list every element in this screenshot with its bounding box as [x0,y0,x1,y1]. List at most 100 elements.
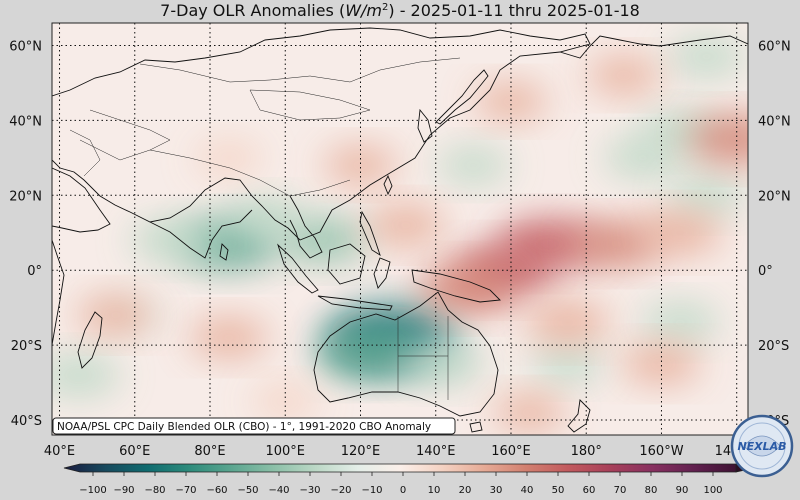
lat-label-left: 20°N [9,189,42,204]
lon-label: 80°E [194,444,225,459]
colorbar-tick-label: −60 [206,485,227,496]
anomaly-blob [436,146,511,185]
colorbar-tick-label: 40 [521,485,534,496]
colorbar-tick-label: −10 [361,485,382,496]
coastline-madagascar [77,311,103,369]
anomaly-blob [323,146,398,185]
anomaly-blob [365,205,446,246]
lon-label: 140°E [416,444,456,459]
border-iran [69,129,101,177]
lat-label-right: 20°N [758,189,791,204]
anomaly-blob [277,217,369,263]
anomaly-blob [688,115,748,164]
note-text: NOAA/PSL CPC Daily Blended OLR (CBO) - 1… [57,421,431,433]
border-china-south [149,149,351,197]
anomaly-blob [226,197,307,239]
anomaly-blob [76,294,156,336]
anomaly-blob [666,175,747,216]
coastline-tasmania [469,421,483,433]
map-frame [51,22,749,436]
coastline-sumatra [277,243,319,294]
anomaly-blob [473,82,548,121]
colorbar-body [63,463,737,473]
colorbar: −100 −90 −80 −70 −60 −50 −40 −30 −20 −10 0 10 20 30 40… [63,463,755,496]
colorbar-tick-label: 80 [645,485,658,496]
colorbar-tick-label: −80 [144,485,165,496]
lon-label: 160°W [639,444,683,459]
lon-label: 100°E [265,444,305,459]
figure-title: 7-Day OLR Anomalies (W/m2) - 2025-01-11 … [160,1,640,20]
colorbar-tick-label: −50 [237,485,258,496]
coastline-kamchatka [559,35,748,59]
lat-label-right: 20°S [758,339,789,354]
lon-label: 60°E [119,444,150,459]
title-prefix: 7-Day OLR Anomalies ( [160,1,345,20]
title-unit: W/m [345,1,382,20]
coastline-australia [313,291,499,417]
colorbar-tick-label: 0 [400,485,406,496]
coastline-japan [435,69,489,125]
lat-label-right: 60°N [758,39,791,54]
lon-label: 180° [571,444,602,459]
colorbar-tick-label: 70 [614,485,627,496]
lat-label-left: 40°S [11,414,42,429]
border-central-asia [79,109,171,161]
coastline-new-zealand [567,399,591,433]
anomaly-blob [129,218,215,262]
colorbar-tick-label: −70 [175,485,196,496]
coastline-philippines [359,210,381,257]
logo-swirl [743,435,781,457]
coastline-arabia [52,167,111,233]
anomaly-blob [621,343,702,385]
logo-inner-ring [738,422,786,470]
coastline-new-guinea [411,269,501,303]
anomaly-blob [524,301,610,345]
border-mongolia [249,89,371,121]
colorbar-tick-label: 20 [459,485,472,496]
anomaly-blob [194,140,264,176]
anomaly-blob [602,137,683,179]
lat-label-left: 0° [27,264,42,279]
anomaly-field-layer [52,36,748,432]
anomaly-blob [400,342,486,386]
colorbar-tick-label: 60 [583,485,596,496]
lon-label: 120°E [341,444,381,459]
coastline-korea [417,108,433,143]
coastline-asia [52,27,591,241]
title-suffix: ) - 2025-01-11 thru 2025-01-18 [388,1,639,20]
coastline-java [317,295,393,311]
anomaly-blob [189,317,269,358]
lat-label-left: 20°S [11,339,42,354]
colorbar-tick-label: −40 [268,485,289,496]
colorbar-tick-label: −30 [299,485,320,496]
logo-text: NEXLAB [737,440,786,453]
lat-label-right: 40°N [758,114,791,129]
coastline-africa-east [52,239,65,346]
lon-labels-bottom: 40°E 60°E 80°E 100°E 120°E 140°E 160°E 180° 160°… [44,444,759,459]
anomaly-blob [586,56,661,95]
note-box [52,417,456,435]
colorbar-tick-label: 10 [428,485,441,496]
border-layer [69,57,461,400]
anomaly-blob [530,344,605,383]
colorbar-tick-label: −20 [330,485,351,496]
colorbar-tick-label: 90 [676,485,689,496]
nexlab-logo: NEXLAB [730,414,794,478]
lat-label-left: 40°N [9,114,42,129]
lat-labels-left: 60°N 40°N 20°N 0° 20°S 40°S [9,39,42,429]
anomaly-blob [637,211,723,255]
title-unit-exponent: 2 [382,2,388,13]
anomaly-blob [640,302,721,343]
coastline-sulawesi [373,257,391,289]
border-russia-china [139,57,461,83]
colorbar-tick-label: 50 [552,485,565,496]
colorbar-tick-label: −100 [79,485,106,496]
colorbar-tick-label: 30 [490,485,503,496]
colorbar-tick-label: 100 [703,485,722,496]
border-australia-states [397,316,449,400]
colorbar-tick-label: −90 [113,485,134,496]
lon-label: 160°E [491,444,531,459]
anomaly-blob [52,353,121,397]
data-source-note: NOAA/PSL CPC Daily Blended OLR (CBO) - 1… [52,417,456,435]
